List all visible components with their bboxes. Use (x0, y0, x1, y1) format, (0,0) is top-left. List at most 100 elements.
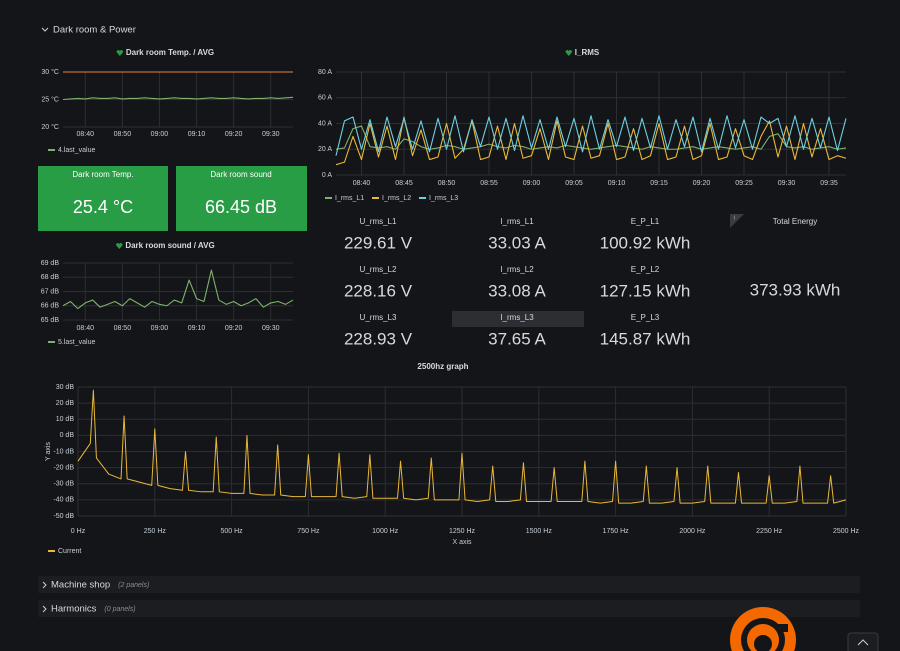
y-tick-label: -20 dB (53, 464, 74, 471)
y-tick-label: 20 dB (56, 400, 75, 407)
stat-value: 229.61 V (344, 233, 413, 252)
panel-title: Dark room Temp. / AVG (126, 48, 214, 57)
legend-label: I_rms_L2 (382, 195, 411, 202)
row-title[interactable]: Harmonics (51, 604, 97, 615)
hover-highlight (452, 311, 584, 327)
x-tick-label: 1250 Hz (449, 528, 476, 535)
x-tick-label: 09:10 (608, 180, 626, 187)
stat-value: 100.92 kWh (600, 233, 691, 252)
row-chevron[interactable] (42, 605, 47, 613)
x-tick-label: 09:20 (225, 325, 243, 332)
stat-title: I_rms_L3 (500, 313, 534, 322)
x-tick-label: 250 Hz (144, 528, 167, 535)
x-tick-label: 08:40 (76, 325, 94, 332)
y-tick-label: 69 dB (41, 260, 60, 267)
logo-hole (754, 635, 772, 651)
stat-title: Dark room Temp. (72, 170, 133, 179)
y-axis-label: Y axis (45, 442, 52, 461)
row-chevron[interactable] (41, 27, 49, 32)
row-title[interactable]: Dark room & Power (53, 25, 136, 36)
x-tick-label: 2500 Hz (833, 528, 860, 535)
stat-title: U_rms_L3 (360, 313, 397, 322)
x-tick-label: 08:55 (480, 180, 498, 187)
row-chevron[interactable] (42, 581, 47, 589)
y-tick-label: 20 A (318, 146, 332, 153)
stat-title: E_P_L2 (631, 265, 660, 274)
stat-value: 25.4 °C (73, 197, 133, 217)
series-line (62, 96, 294, 101)
x-tick-label: 09:30 (778, 180, 796, 187)
x-tick-label: 09:10 (188, 325, 206, 332)
y-tick-label: 67 dB (41, 288, 60, 295)
y-tick-label: -30 dB (53, 481, 74, 488)
stat-title: Dark room sound (210, 170, 271, 179)
y-tick-label: 25 °C (41, 95, 59, 103)
panel-corner (730, 214, 744, 228)
panel-title: I_RMS (575, 48, 600, 57)
x-tick-label: 2250 Hz (756, 528, 783, 535)
stat-value: 228.93 V (344, 329, 413, 348)
x-tick-label: 0 Hz (71, 528, 86, 535)
row-bar[interactable] (38, 576, 860, 593)
stat-value: 37.65 A (488, 329, 546, 348)
row-bar[interactable] (38, 600, 860, 617)
row-note: (2 panels) (118, 582, 149, 589)
x-tick-label: 1500 Hz (526, 528, 553, 535)
y-tick-label: -40 dB (53, 497, 74, 504)
y-tick-label: 60 A (318, 95, 332, 102)
health-icon (116, 50, 124, 56)
y-tick-label: 40 A (318, 120, 332, 127)
x-tick-label: 08:50 (114, 131, 132, 138)
x-tick-label: 750 Hz (297, 528, 320, 535)
stat-title: U_rms_L2 (360, 265, 397, 274)
stat-title: E_P_L1 (631, 217, 660, 226)
stat-value: 127.15 kWh (600, 281, 691, 300)
series-line (62, 269, 294, 310)
scroll-button[interactable] (847, 632, 879, 651)
y-tick-label: 0 A (322, 172, 332, 179)
legend-label: Current (58, 548, 81, 555)
x-tick-label: 09:30 (262, 131, 280, 138)
x-tick-label: 09:00 (151, 131, 169, 138)
series-line (335, 125, 847, 150)
x-tick-label: 09:00 (151, 325, 169, 332)
x-tick-label: 09:10 (188, 131, 206, 138)
stat-value: 145.87 kWh (600, 329, 691, 348)
panel-title: 2500hz graph (417, 362, 468, 371)
scroll-icon[interactable] (857, 639, 869, 646)
stat-panel (176, 166, 307, 231)
y-tick-label: 30 dB (56, 384, 75, 391)
grafana-logo (730, 607, 796, 651)
stat-title: I_rms_L2 (500, 265, 534, 274)
series-line (335, 116, 847, 166)
corner-icon: i (734, 216, 735, 222)
x-tick-label: 09:35 (820, 180, 838, 187)
y-tick-label: 66 dB (41, 303, 60, 310)
x-tick-label: 09:15 (650, 180, 668, 187)
stat-title: E_P_L3 (631, 313, 660, 322)
y-tick-label: -50 dB (53, 513, 74, 520)
stat-value: 33.03 A (488, 233, 546, 252)
y-tick-label: 10 dB (56, 416, 75, 423)
x-tick-label: 08:40 (353, 180, 371, 187)
x-tick-label: 09:05 (565, 180, 583, 187)
row-note: (0 panels) (104, 606, 135, 613)
y-tick-label: 0 dB (60, 432, 75, 439)
x-tick-label: 1750 Hz (603, 528, 630, 535)
stat-title: I_rms_L1 (500, 217, 534, 226)
panel-title: Dark room sound / AVG (125, 241, 214, 250)
y-tick-label: 80 A (318, 69, 332, 76)
x-tick-label: 08:50 (114, 325, 132, 332)
x-axis-label: X axis (452, 539, 472, 546)
x-tick-label: 09:25 (735, 180, 753, 187)
health-icon (565, 50, 572, 56)
stat-value: 33.08 A (488, 281, 546, 300)
legend-label: I_rms_L3 (429, 195, 458, 202)
series-line (335, 115, 847, 156)
row-title[interactable]: Machine shop (51, 580, 110, 591)
stat-title: U_rms_L1 (360, 217, 397, 226)
